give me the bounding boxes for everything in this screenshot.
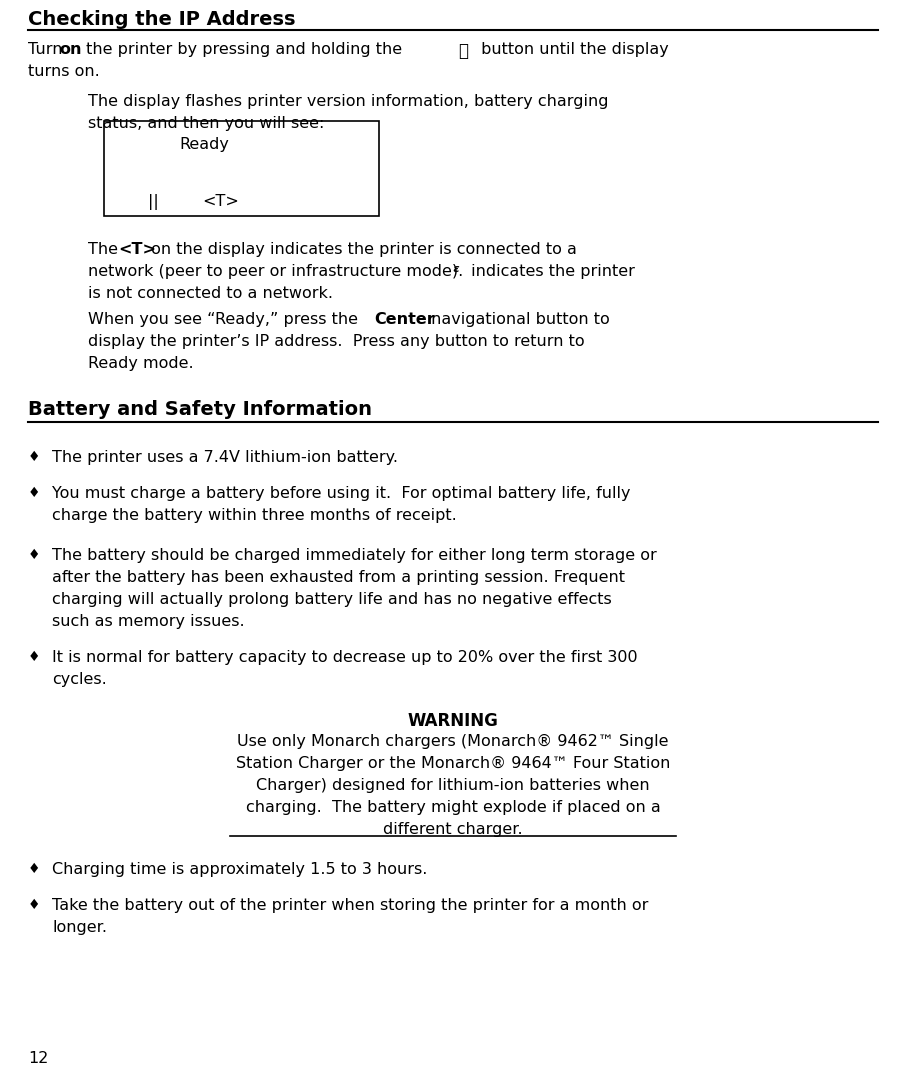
Text: charging.  The battery might explode if placed on a: charging. The battery might explode if p…: [246, 800, 660, 815]
Text: Ready: Ready: [179, 137, 229, 152]
Text: Station Charger or the Monarch® 9464™ Four Station: Station Charger or the Monarch® 9464™ Fo…: [236, 756, 670, 771]
Text: after the battery has been exhausted from a printing session. Frequent: after the battery has been exhausted fro…: [52, 570, 625, 585]
Text: is not connected to a network.: is not connected to a network.: [88, 286, 333, 301]
Text: Charger) designed for lithium-ion batteries when: Charger) designed for lithium-ion batter…: [256, 778, 650, 793]
Text: different charger.: different charger.: [383, 822, 523, 837]
Text: ᵋ: ᵋ: [452, 264, 459, 282]
Text: ♦: ♦: [28, 898, 41, 912]
Text: charging will actually prolong battery life and has no negative effects: charging will actually prolong battery l…: [52, 592, 612, 607]
Text: Checking the IP Address: Checking the IP Address: [28, 10, 295, 29]
Text: 12: 12: [28, 1051, 48, 1066]
Text: <T>: <T>: [202, 194, 239, 209]
Text: Ⓟ: Ⓟ: [458, 42, 468, 60]
Text: button until the display: button until the display: [476, 42, 669, 57]
Text: cycles.: cycles.: [52, 672, 107, 687]
Text: network (peer to peer or infrastructure mode).: network (peer to peer or infrastructure …: [88, 264, 474, 279]
Text: longer.: longer.: [52, 920, 107, 935]
Text: The battery should be charged immediately for either long term storage or: The battery should be charged immediatel…: [52, 549, 657, 563]
Text: The printer uses a 7.4V lithium-ion battery.: The printer uses a 7.4V lithium-ion batt…: [52, 450, 398, 465]
Text: ♦: ♦: [28, 650, 41, 664]
Text: ♦: ♦: [28, 549, 41, 562]
Text: Ready mode.: Ready mode.: [88, 356, 194, 371]
Text: When you see “Ready,” press the: When you see “Ready,” press the: [88, 312, 363, 327]
Bar: [104, 121, 379, 216]
Text: Center: Center: [374, 312, 435, 327]
Text: ♦: ♦: [28, 486, 41, 500]
Text: Use only Monarch chargers (Monarch® 9462™ Single: Use only Monarch chargers (Monarch® 9462…: [237, 734, 669, 749]
Text: turns on.: turns on.: [28, 64, 100, 79]
Text: Charging time is approximately 1.5 to 3 hours.: Charging time is approximately 1.5 to 3 …: [52, 862, 428, 877]
Text: The: The: [88, 242, 123, 257]
Text: Take the battery out of the printer when storing the printer for a month or: Take the battery out of the printer when…: [52, 898, 649, 913]
Text: You must charge a battery before using it.  For optimal battery life, fully: You must charge a battery before using i…: [52, 486, 631, 501]
Text: ♦: ♦: [28, 862, 41, 876]
Text: display the printer’s IP address.  Press any button to return to: display the printer’s IP address. Press …: [88, 334, 584, 349]
Text: Battery and Safety Information: Battery and Safety Information: [28, 400, 372, 420]
Text: on: on: [59, 42, 82, 57]
Text: ♦: ♦: [28, 450, 41, 464]
Text: status, and then you will see:: status, and then you will see:: [88, 116, 324, 131]
Text: indicates the printer: indicates the printer: [466, 264, 635, 279]
Text: such as memory issues.: such as memory issues.: [52, 614, 245, 629]
Text: navigational button to: navigational button to: [426, 312, 610, 327]
Text: The display flashes printer version information, battery charging: The display flashes printer version info…: [88, 94, 609, 109]
Text: charge the battery within three months of receipt.: charge the battery within three months o…: [52, 508, 457, 522]
Text: WARNING: WARNING: [408, 712, 498, 730]
Text: ||: ||: [148, 194, 159, 210]
Text: the printer by pressing and holding the: the printer by pressing and holding the: [81, 42, 408, 57]
Text: It is normal for battery capacity to decrease up to 20% over the first 300: It is normal for battery capacity to dec…: [52, 650, 638, 664]
Text: on the display indicates the printer is connected to a: on the display indicates the printer is …: [146, 242, 577, 257]
Text: <T>: <T>: [118, 242, 156, 257]
Text: Turn: Turn: [28, 42, 68, 57]
